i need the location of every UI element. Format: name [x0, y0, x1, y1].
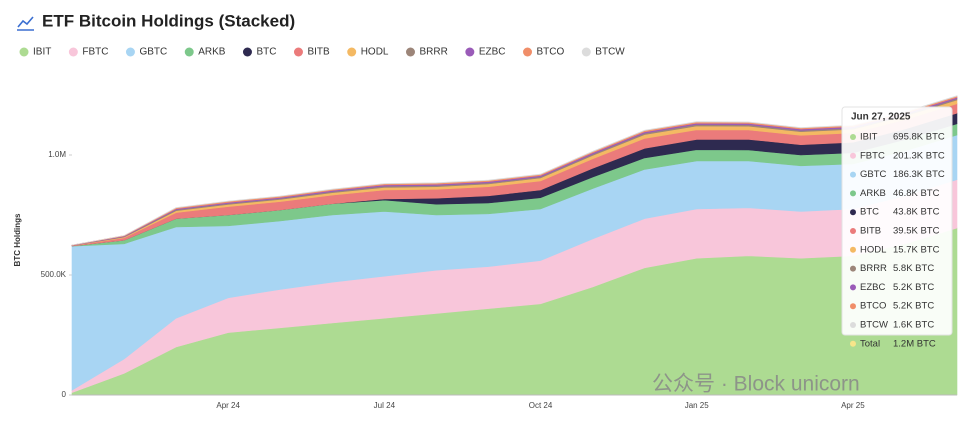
legend-label: BRRR [420, 47, 448, 58]
x-tick-label: Jan 25 [685, 401, 710, 410]
area [71, 95, 958, 246]
tooltip-box [841, 106, 953, 336]
legend-label: BTCO [537, 47, 565, 58]
tooltip-name: FBTC [860, 150, 885, 161]
tooltip-name: BRRR [860, 263, 887, 274]
chart-title: ETF Bitcoin Holdings (Stacked) [42, 11, 295, 30]
title-icon [17, 16, 34, 31]
y-tick-label: 500.0K [41, 270, 67, 279]
legend: IBIT FBTC GBTC ARKB BTC BITB HODL BRRR EZBC BTCO B… [19, 47, 625, 58]
x-tick-label: Jul 24 [374, 401, 396, 410]
legend-swatch [347, 47, 357, 57]
tooltip: Jun 27, 2025 IBIT 695.8K BTC FBTC 201.3K BTC… [841, 106, 953, 349]
tooltip-name: EZBC [860, 282, 885, 293]
x-tick-label: Apr 25 [841, 401, 865, 410]
tooltip-name: ARKB [860, 188, 886, 199]
tooltip-name: BTCW [860, 320, 888, 331]
tooltip-value: 39.5K BTC [893, 226, 940, 237]
y-tick-label: 1.0M [48, 150, 66, 159]
legend-swatch [406, 47, 415, 57]
legend-swatch [523, 47, 533, 57]
legend-swatch [465, 47, 475, 57]
tooltip-value: 5.8K BTC [893, 263, 934, 274]
legend-swatch [68, 47, 78, 57]
tooltip-swatch [850, 228, 856, 234]
tooltip-value: 5.2K BTC [893, 282, 934, 293]
legend-label: HODL [361, 47, 389, 58]
tooltip-name: BTCO [860, 301, 886, 312]
legend-label: BTCW [595, 47, 625, 58]
tooltip-value: 695.8K BTC [893, 132, 945, 143]
tooltip-value: 15.7K BTC [893, 244, 940, 255]
legend-label: ARKB [198, 47, 226, 58]
tooltip-swatch [850, 152, 856, 159]
tooltip-value: 201.3K BTC [893, 150, 945, 161]
tooltip-name: HODL [860, 244, 886, 255]
x-tick-label: Oct 24 [529, 401, 553, 410]
tooltip-swatch [850, 303, 856, 310]
legend-label: BITB [307, 47, 330, 58]
tooltip-swatch [850, 322, 856, 328]
legend-swatch [293, 47, 303, 57]
legend-label: FBTC [82, 47, 108, 58]
watermark: 公众号 · Block unicorn [652, 373, 860, 396]
tooltip-date: Jun 27, 2025 [851, 112, 911, 123]
legend-swatch [19, 47, 29, 57]
tooltip-swatch [850, 246, 856, 253]
legend-label: EZBC [479, 47, 506, 58]
tooltip-value: 5.2K BTC [893, 301, 934, 312]
tooltip-name: BTC [860, 207, 879, 218]
tooltip-swatch [850, 134, 856, 140]
tooltip-swatch [850, 171, 856, 178]
legend-label: BTC [256, 47, 276, 58]
tooltip-name: IBIT [860, 132, 878, 143]
tooltip-name: Total [860, 338, 880, 349]
legend-label: GBTC [139, 47, 167, 58]
y-axis-title: BTC Holdings [13, 213, 22, 266]
tooltip-value: 1.6K BTC [893, 320, 934, 331]
tooltip-value: 46.8K BTC [893, 188, 940, 199]
tooltip-value: 186.3K BTC [893, 169, 945, 180]
tooltip-swatch [850, 265, 856, 272]
tooltip-name: BITB [860, 226, 881, 237]
plot-area: 0 500.0K 1.0M Apr 24 Jul 24 Oct 24 Jan 25 Apr 2… [41, 95, 958, 410]
y-tick-label: 0 [62, 390, 67, 399]
tooltip-swatch [850, 190, 856, 197]
legend-label: IBIT [33, 47, 51, 58]
legend-swatch [242, 47, 252, 57]
tooltip-value: 43.8K BTC [893, 207, 940, 218]
tooltip-swatch [850, 209, 856, 216]
legend-swatch [125, 47, 135, 57]
legend-swatch [581, 47, 591, 57]
legend-swatch [184, 47, 194, 57]
tooltip-swatch [850, 340, 856, 347]
x-tick-label: Apr 24 [216, 401, 240, 410]
tooltip-swatch [850, 284, 856, 291]
tooltip-name: GBTC [860, 169, 887, 180]
tooltip-value: 1.2M BTC [893, 338, 936, 349]
